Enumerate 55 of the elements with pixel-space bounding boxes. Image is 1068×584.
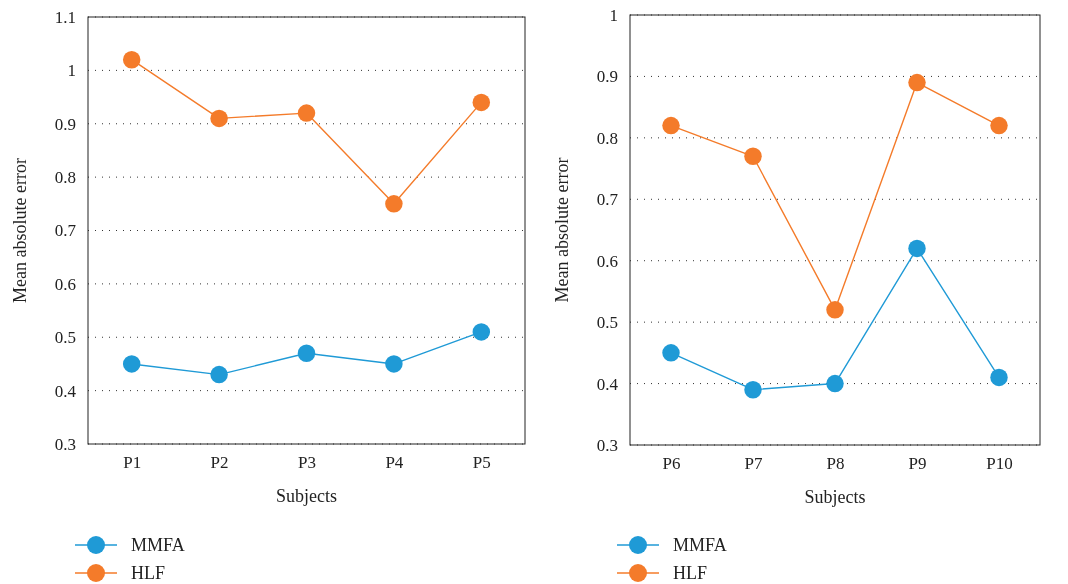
- x-tick-label: P6: [662, 454, 681, 474]
- y-tick-label: 1: [609, 5, 618, 25]
- y-tick-label: 0.4: [596, 374, 619, 394]
- x-tick-label: P5: [472, 453, 491, 473]
- x-tick-label: P2: [210, 453, 229, 473]
- y-tick-label: 0.6: [596, 251, 618, 271]
- point: [908, 239, 926, 258]
- x-axis-title: Subjects: [804, 487, 866, 507]
- legend-label: HLF: [131, 563, 166, 583]
- point: [662, 116, 680, 135]
- legend-label: MMFA: [131, 535, 185, 555]
- y-tick-label: 0.7: [54, 221, 77, 241]
- y-tick-label: 0.4: [54, 381, 77, 401]
- point: [472, 323, 491, 341]
- y-tick-label: 0.7: [596, 190, 619, 210]
- point: [210, 109, 228, 128]
- point: [210, 365, 228, 384]
- y-tick-label: 0.3: [54, 434, 76, 454]
- y-tick-label: 0.8: [54, 168, 76, 188]
- point: [990, 368, 1008, 387]
- x-tick-label: P7: [744, 454, 763, 474]
- y-tick-label: 0.5: [596, 313, 618, 333]
- y-tick-label: 0.6: [54, 274, 76, 294]
- y-tick-label: 1.1: [54, 7, 76, 27]
- y-tick-label: 0.5: [54, 328, 76, 348]
- x-tick-label: P10: [986, 454, 1013, 474]
- y-tick-label: 1: [67, 61, 76, 81]
- x-tick-label: P3: [298, 453, 316, 473]
- y-axis-title: Mean absolute error: [552, 157, 572, 303]
- legend-label: HLF: [673, 563, 708, 583]
- point: [472, 93, 491, 112]
- point: [826, 301, 844, 319]
- y-tick-label: 0.9: [596, 67, 618, 87]
- point: [744, 147, 762, 166]
- legend-label: MMFA: [673, 535, 727, 555]
- point: [826, 374, 844, 393]
- point: [662, 344, 680, 362]
- point: [297, 104, 316, 122]
- y-axis-title: Mean absolute error: [10, 158, 30, 303]
- y-tick-label: 0.8: [596, 128, 618, 148]
- x-tick-label: P8: [826, 454, 845, 474]
- point: [385, 355, 403, 373]
- y-tick-label: 0.9: [54, 114, 76, 134]
- y-tick-label: 0.3: [596, 435, 618, 455]
- point: [122, 50, 141, 69]
- point: [908, 73, 926, 92]
- point: [990, 116, 1008, 135]
- x-tick-label: P9: [908, 454, 927, 474]
- point: [297, 344, 316, 362]
- x-axis-title: Subjects: [276, 486, 337, 506]
- x-tick-label: P1: [123, 453, 142, 473]
- point: [385, 195, 403, 213]
- x-tick-label: P4: [385, 453, 404, 473]
- point: [122, 355, 141, 373]
- point: [744, 380, 762, 399]
